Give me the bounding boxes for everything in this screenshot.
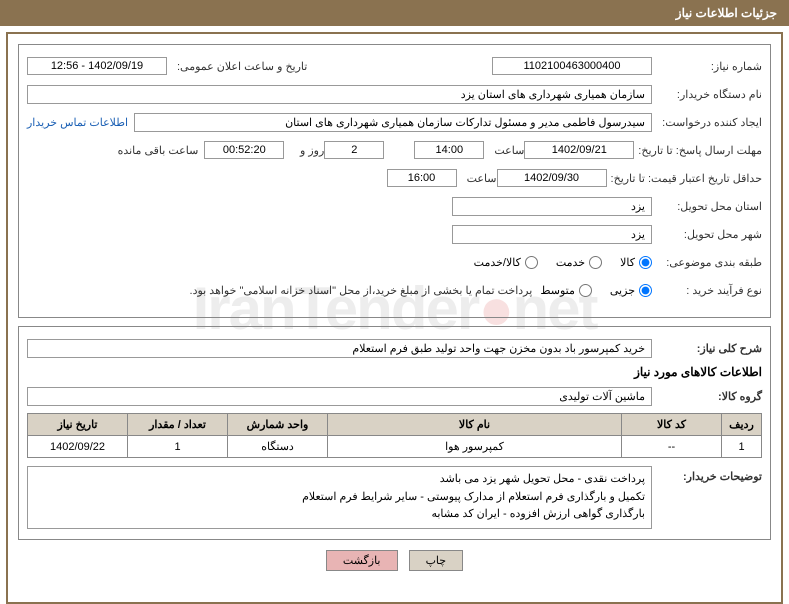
group-field: ماشین آلات تولیدی	[27, 387, 652, 406]
category-label: طبقه بندی موضوعی:	[652, 256, 762, 269]
buyer-notes-field: پرداخت نقدی - محل تحویل شهر یزد می باشد …	[27, 466, 652, 529]
validity-label: حداقل تاریخ اعتبار قیمت: تا تاریخ:	[607, 172, 762, 185]
row-category: طبقه بندی موضوعی: کالا خدمت کالا/خدمت	[27, 251, 762, 273]
row-buyer-org: نام دستگاه خریدار: سازمان همیاری شهرداری…	[27, 83, 762, 105]
city-field: یزد	[452, 225, 652, 244]
th-qty: تعداد / مقدار	[128, 414, 228, 436]
cat-goods-radio[interactable]	[639, 256, 652, 269]
cat-service-radio[interactable]	[589, 256, 602, 269]
row-deadline: مهلت ارسال پاسخ: تا تاریخ: 1402/09/21 سا…	[27, 139, 762, 161]
validity-time-field: 16:00	[387, 169, 457, 187]
main-container: IranTender●net شماره نیاز: 1102100463000…	[6, 32, 783, 604]
validity-date-field: 1402/09/30	[497, 169, 607, 187]
validity-time-label: ساعت	[457, 172, 497, 185]
row-province: استان محل تحویل: یزد	[27, 195, 762, 217]
proc-medium-option[interactable]: متوسط	[540, 284, 592, 297]
td-date: 1402/09/22	[28, 436, 128, 458]
category-radio-group: کالا خدمت کالا/خدمت	[474, 256, 652, 269]
row-validity: حداقل تاریخ اعتبار قیمت: تا تاریخ: 1402/…	[27, 167, 762, 189]
td-name: کمپرسور هوا	[328, 436, 622, 458]
page-header: جزئیات اطلاعات نیاز	[0, 0, 789, 26]
row-city: شهر محل تحویل: یزد	[27, 223, 762, 245]
proc-small-radio[interactable]	[639, 284, 652, 297]
page-title: جزئیات اطلاعات نیاز	[676, 6, 777, 20]
th-code: کد کالا	[622, 414, 722, 436]
td-qty: 1	[128, 436, 228, 458]
buyer-notes-label: توضیحات خریدار:	[652, 466, 762, 483]
proc-small-option[interactable]: جزیی	[610, 284, 652, 297]
row-creator: ایجاد کننده درخواست: سیدرسول فاطمی مدیر …	[27, 111, 762, 133]
deadline-label: مهلت ارسال پاسخ: تا تاریخ:	[634, 144, 762, 157]
buyer-org-field: سازمان همیاری شهرداری های استان یزد	[27, 85, 652, 104]
request-info-fieldset: شماره نیاز: 1102100463000400 تاریخ و ساع…	[18, 44, 771, 318]
cat-both-option[interactable]: کالا/خدمت	[474, 256, 538, 269]
announce-label: تاریخ و ساعت اعلان عمومی:	[173, 60, 307, 73]
city-label: شهر محل تحویل:	[652, 228, 762, 241]
cat-goods-option[interactable]: کالا	[620, 256, 652, 269]
back-button[interactable]: بازگشت	[326, 550, 398, 571]
countdown-field: 00:52:20	[204, 141, 284, 159]
request-no-field: 1102100463000400	[492, 57, 652, 75]
goods-fieldset: شرح کلی نیاز: خرید کمپرسور باد بدون مخزن…	[18, 326, 771, 540]
table-row: 1 -- کمپرسور هوا دستگاه 1 1402/09/22	[28, 436, 762, 458]
buyer-org-label: نام دستگاه خریدار:	[652, 88, 762, 101]
th-row: ردیف	[722, 414, 762, 436]
td-row: 1	[722, 436, 762, 458]
cat-service-option[interactable]: خدمت	[556, 256, 602, 269]
button-row: چاپ بازگشت	[18, 550, 771, 571]
announce-field: 1402/09/19 - 12:56	[27, 57, 167, 75]
process-radio-group: جزیی متوسط	[540, 284, 652, 297]
summary-label: شرح کلی نیاز:	[652, 342, 762, 355]
deadline-time-label: ساعت	[484, 144, 524, 157]
row-process: نوع فرآیند خرید : جزیی متوسط پرداخت تمام…	[27, 279, 762, 301]
row-buyer-notes: توضیحات خریدار: پرداخت نقدی - محل تحویل …	[27, 466, 762, 529]
buyer-note-line2: تکمیل و بارگذاری فرم استعلام از مدارک پی…	[34, 489, 645, 507]
table-header-row: ردیف کد کالا نام کالا واحد شمارش تعداد /…	[28, 414, 762, 436]
row-request-no: شماره نیاز: 1102100463000400 تاریخ و ساع…	[27, 55, 762, 77]
cat-both-radio[interactable]	[525, 256, 538, 269]
remaining-label: ساعت باقی مانده	[114, 144, 199, 157]
row-group: گروه کالا: ماشین آلات تولیدی	[27, 385, 762, 407]
process-label: نوع فرآیند خرید :	[652, 284, 762, 297]
summary-field: خرید کمپرسور باد بدون مخزن جهت واحد تولی…	[27, 339, 652, 358]
payment-note: پرداخت تمام یا بخشی از مبلغ خرید،از محل …	[190, 284, 533, 297]
th-unit: واحد شمارش	[228, 414, 328, 436]
th-name: نام کالا	[328, 414, 622, 436]
row-summary: شرح کلی نیاز: خرید کمپرسور باد بدون مخزن…	[27, 337, 762, 359]
province-field: یزد	[452, 197, 652, 216]
goods-table: ردیف کد کالا نام کالا واحد شمارش تعداد /…	[27, 413, 762, 458]
th-date: تاریخ نیاز	[28, 414, 128, 436]
contact-link[interactable]: اطلاعات تماس خریدار	[27, 116, 128, 129]
creator-label: ایجاد کننده درخواست:	[652, 116, 762, 129]
buyer-note-line1: پرداخت نقدی - محل تحویل شهر یزد می باشد	[34, 471, 645, 489]
buyer-note-line3: بارگذاری گواهی ارزش افزوده - ایران کد مش…	[34, 506, 645, 524]
group-label: گروه کالا:	[652, 390, 762, 403]
days-remaining-field: 2	[324, 141, 384, 159]
goods-section-title: اطلاعات کالاهای مورد نیاز	[27, 365, 762, 379]
td-code: --	[622, 436, 722, 458]
print-button[interactable]: چاپ	[409, 550, 464, 571]
deadline-date-field: 1402/09/21	[524, 141, 634, 159]
request-no-label: شماره نیاز:	[652, 60, 762, 73]
days-label: روز و	[284, 144, 324, 157]
td-unit: دستگاه	[228, 436, 328, 458]
proc-medium-radio[interactable]	[579, 284, 592, 297]
deadline-time-field: 14:00	[414, 141, 484, 159]
province-label: استان محل تحویل:	[652, 200, 762, 213]
creator-field: سیدرسول فاطمی مدیر و مسئول تدارکات سازما…	[134, 113, 652, 132]
